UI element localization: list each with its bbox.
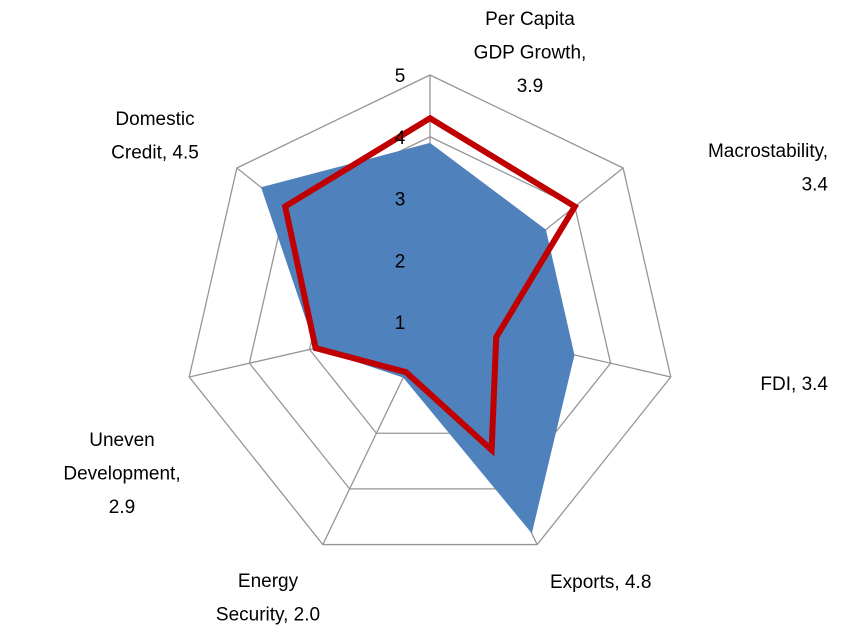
category-label-line: Energy (238, 571, 299, 592)
category-label-line: 3.9 (517, 76, 543, 97)
category-label: Domestic Credit, 4.5 (111, 109, 199, 164)
radial-tick-label: 2 (395, 251, 406, 272)
category-label: Energy Security, 2.0 (216, 571, 320, 626)
category-label: Exports, 4.8 (550, 572, 651, 593)
category-label: Uneven Development, 2.9 (63, 430, 180, 518)
series-area (261, 142, 575, 534)
category-label-line: 3.4 (802, 175, 829, 196)
category-label-line: Development, (63, 464, 180, 485)
category-label-line: GDP Growth, (474, 43, 587, 64)
category-label-line: Per Capita (485, 9, 575, 30)
category-label: Per Capita GDP Growth, 3.9 (474, 9, 587, 97)
radial-tick-label: 4 (395, 128, 406, 149)
category-label: Macrostability, 3.4 (708, 141, 828, 196)
category-label-line: Exports, 4.8 (550, 572, 651, 593)
series-line (281, 114, 579, 457)
category-label: FDI, 3.4 (760, 374, 828, 395)
category-label-line: Credit, 4.5 (111, 143, 199, 164)
radial-tick-label: 5 (395, 66, 406, 87)
category-label-line: FDI, 3.4 (760, 374, 828, 395)
category-label-line: Domestic (115, 109, 194, 130)
radial-tick-label: 1 (395, 313, 406, 334)
category-label-line: Macrostability, (708, 141, 828, 162)
grid-ring (188, 74, 672, 546)
category-label-line: 2.9 (109, 497, 135, 518)
radial-tick-label: 3 (395, 190, 406, 211)
category-label-line: Security, 2.0 (216, 605, 320, 626)
category-label-line: Uneven (89, 430, 155, 451)
